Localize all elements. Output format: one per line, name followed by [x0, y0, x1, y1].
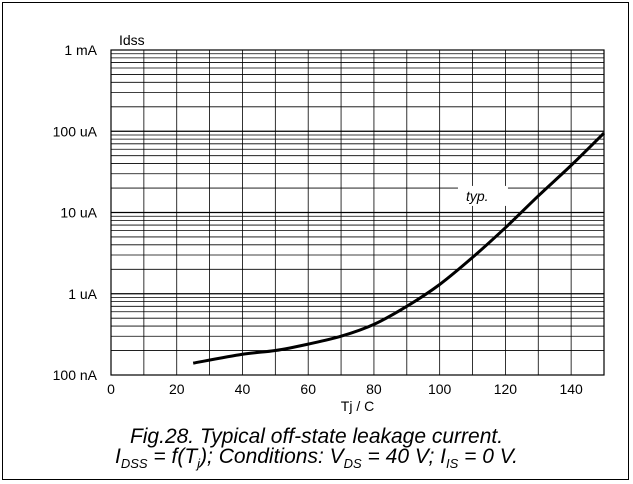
x-tick-label: 140	[559, 381, 583, 397]
series-label-typ: typ.	[466, 188, 489, 204]
x-axis-label: Tj / C	[341, 398, 374, 414]
plot-frame	[110, 49, 605, 376]
x-tick-label: 60	[300, 381, 316, 397]
chart-grid	[111, 50, 604, 375]
caption-conditions-text: ); Conditions: V	[200, 445, 344, 468]
series-label-background	[457, 185, 508, 206]
caption-idss-symbol: I	[115, 445, 121, 468]
x-tick-label: 100	[428, 381, 452, 397]
y-tick-label: 100 uA	[53, 123, 98, 139]
y-tick-labels: 100 nA 1 uA 10 uA 100 uA 1 mA	[53, 42, 98, 383]
caption-line-2: IDSS = f(Tj); Conditions: VDS = 40 V; II…	[3, 445, 630, 470]
x-tick-label: 120	[494, 381, 518, 397]
series-line-typ	[192, 131, 606, 365]
y-tick-label: 100 nA	[53, 367, 98, 383]
y-tick-label: 1 mA	[64, 42, 97, 58]
caption-is-value: = 0 V.	[458, 445, 518, 468]
figure-frame: 100 nA 1 uA 10 uA 100 uA 1 mA 0 20 40 60 80 100 12…	[2, 2, 629, 480]
figure-caption: Fig.28. Typical off-state leakage curren…	[3, 425, 630, 470]
x-tick-labels: 0 20 40 60 80 100 120 140	[107, 381, 583, 397]
y-axis-label: Idss	[119, 32, 145, 48]
y-tick-label: 1 uA	[68, 286, 97, 302]
x-tick-label: 20	[169, 381, 185, 397]
leakage-chart: 100 nA 1 uA 10 uA 100 uA 1 mA 0 20 40 60 80 100 12…	[53, 32, 606, 414]
x-tick-label: 40	[235, 381, 251, 397]
y-tick-label: 10 uA	[60, 205, 97, 221]
caption-line-1: Fig.28. Typical off-state leakage curren…	[129, 425, 504, 448]
x-tick-label: 0	[107, 381, 115, 397]
caption-idss-subscript: DSS	[120, 456, 148, 472]
caption-is-subscript: IS	[445, 456, 459, 472]
x-tick-label: 80	[366, 381, 382, 397]
caption-vds-subscript: DS	[343, 456, 362, 472]
caption-function-text: = f(T	[147, 445, 198, 468]
caption-tj-subscript: j	[197, 456, 201, 472]
caption-vds-value: = 40 V; I	[361, 445, 446, 468]
